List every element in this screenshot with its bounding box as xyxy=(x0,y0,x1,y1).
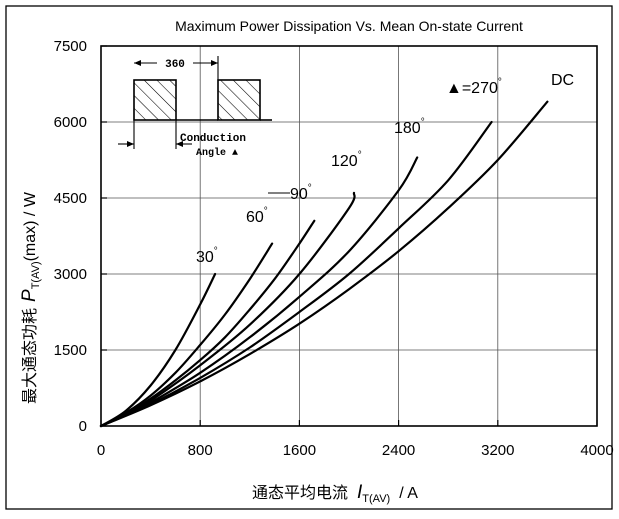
y-tick-label: 7500 xyxy=(54,38,87,55)
y-axis-label: 最大通态功耗PT(AV)(max) / W xyxy=(19,191,42,404)
label-270: ▲=270° xyxy=(446,77,502,97)
inset-period-label: 360 xyxy=(165,59,185,71)
inset-waveform: 360 Conduction Angle ▲ xyxy=(118,56,272,159)
outer-frame xyxy=(5,5,613,510)
inset-pulse-1 xyxy=(133,79,177,121)
series-line-270 xyxy=(99,120,493,428)
inset-angle-arrowhead-left xyxy=(127,141,134,147)
inset-period-arrowhead-left xyxy=(134,60,141,66)
y-tick-label: 4500 xyxy=(54,190,87,207)
y-tick-label: 3000 xyxy=(54,266,87,283)
chart-title: Maximum Power Dissipation Vs. Mean On-st… xyxy=(175,18,523,34)
series-line-30 xyxy=(99,272,217,428)
x-tick-label: 800 xyxy=(188,442,213,459)
curve-annotations: 30° 60° 90° 120° 180° ▲=270° DC xyxy=(196,72,574,266)
label-180: 180° xyxy=(394,117,425,137)
inset-conduction-label: Conduction xyxy=(180,133,246,145)
label-dc: DC xyxy=(551,72,574,89)
plot-frame xyxy=(100,45,598,427)
x-tick-label: 0 xyxy=(97,442,105,459)
x-axis-label: 通态平均电流 IT(AV) / A xyxy=(252,482,418,505)
x-tick-label: 2400 xyxy=(382,442,415,459)
inset-angle-label: Angle ▲ xyxy=(196,147,238,159)
series-line-dc xyxy=(99,100,549,428)
y-tick-label: 6000 xyxy=(54,114,87,131)
inset-period-label-bg xyxy=(157,56,193,69)
y-tick-label: 0 xyxy=(79,418,87,435)
x-tick-label: 4000 xyxy=(580,442,613,459)
series-line-90 xyxy=(99,219,316,428)
inset-pulse-2 xyxy=(217,79,261,121)
series-line-60 xyxy=(99,242,274,428)
label-30: 30° xyxy=(196,246,218,266)
x-tick-label: 3200 xyxy=(481,442,514,459)
y-tick-label: 1500 xyxy=(54,342,87,359)
tick-layer: 0 800 1600 2400 3200 4000 0 1500 3000 4500 6000 750… xyxy=(54,38,614,459)
label-120: 120° xyxy=(331,150,362,170)
inset-period-arrowhead-right xyxy=(211,60,218,66)
label-90: 90° xyxy=(290,183,312,203)
inset-angle-arrowhead-right xyxy=(176,141,183,147)
series-layer xyxy=(99,100,549,428)
x-tick-label: 1600 xyxy=(283,442,316,459)
label-60: 60° xyxy=(246,206,268,226)
